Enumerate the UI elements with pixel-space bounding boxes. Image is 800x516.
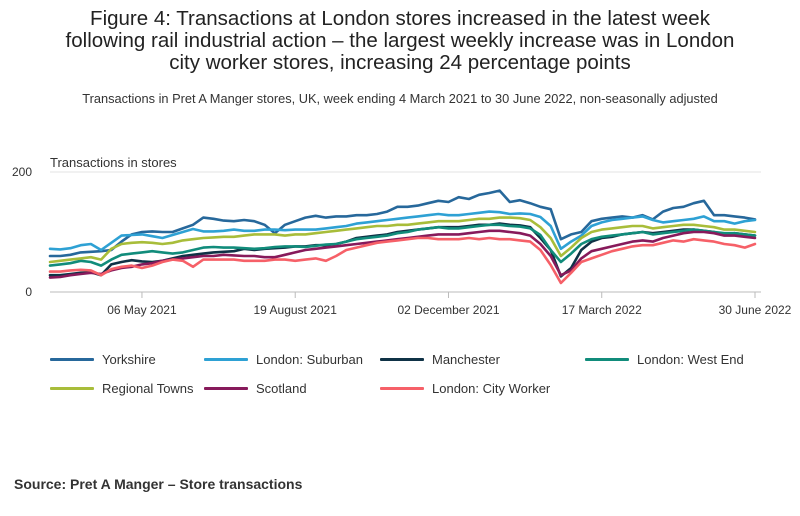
legend-swatch bbox=[380, 387, 424, 390]
chart-subtitle: Transactions in Pret A Manger stores, UK… bbox=[82, 91, 718, 106]
chart-title-line-2: following rail industrial action – the l… bbox=[65, 29, 735, 52]
source-note: Source: Pret A Manger – Store transactio… bbox=[14, 476, 303, 492]
x-tick-label: 06 May 2021 bbox=[107, 303, 177, 317]
legend-swatch bbox=[380, 358, 424, 361]
series-line-regional-towns bbox=[48, 216, 757, 264]
legend-item: London: West End bbox=[585, 352, 744, 367]
legend-label: London: City Worker bbox=[432, 381, 551, 396]
legend-label: London: West End bbox=[637, 352, 744, 367]
series-line-london-suburban bbox=[48, 210, 757, 252]
legend-item: Yorkshire bbox=[50, 352, 156, 367]
x-tick-label: 19 August 2021 bbox=[254, 303, 338, 317]
legend-item: Manchester bbox=[380, 352, 500, 367]
chart-title-line-1: Figure 4: Transactions at London stores … bbox=[90, 7, 710, 30]
series-line-london-west-end bbox=[48, 223, 757, 267]
x-tick-label: 30 June 2022 bbox=[719, 303, 792, 317]
line-chart: Transactions in stores 0 200 06 May 2021 19 … bbox=[12, 155, 792, 317]
legend-item: Regional Towns bbox=[50, 381, 194, 396]
legend-swatch bbox=[50, 358, 94, 361]
legend-label: Yorkshire bbox=[102, 352, 156, 367]
x-tick-label: 02 December 2021 bbox=[397, 303, 499, 317]
series-line-london-city-worker bbox=[48, 236, 757, 285]
legend-label: Scotland bbox=[256, 381, 307, 396]
chart-title-line-3: city worker stores, increasing 24 percen… bbox=[169, 51, 631, 74]
x-tick-label: 17 March 2022 bbox=[562, 303, 642, 317]
legend-swatch bbox=[204, 387, 248, 390]
legend-swatch bbox=[204, 358, 248, 361]
legend-item: London: Suburban bbox=[204, 352, 363, 367]
legend-label: Manchester bbox=[432, 352, 500, 367]
legend-item: London: City Worker bbox=[380, 381, 550, 396]
legend-swatch bbox=[585, 358, 629, 361]
legend-label: Regional Towns bbox=[102, 381, 194, 396]
y-tick-label: 0 bbox=[25, 285, 32, 299]
legend-item: Scotland bbox=[204, 381, 307, 396]
y-tick-label: 200 bbox=[12, 165, 32, 179]
chart-title: Figure 4: Transactions at London stores … bbox=[0, 8, 800, 74]
legend-swatch bbox=[50, 387, 94, 390]
legend-label: London: Suburban bbox=[256, 352, 363, 367]
y-axis-label: Transactions in stores bbox=[50, 155, 177, 170]
